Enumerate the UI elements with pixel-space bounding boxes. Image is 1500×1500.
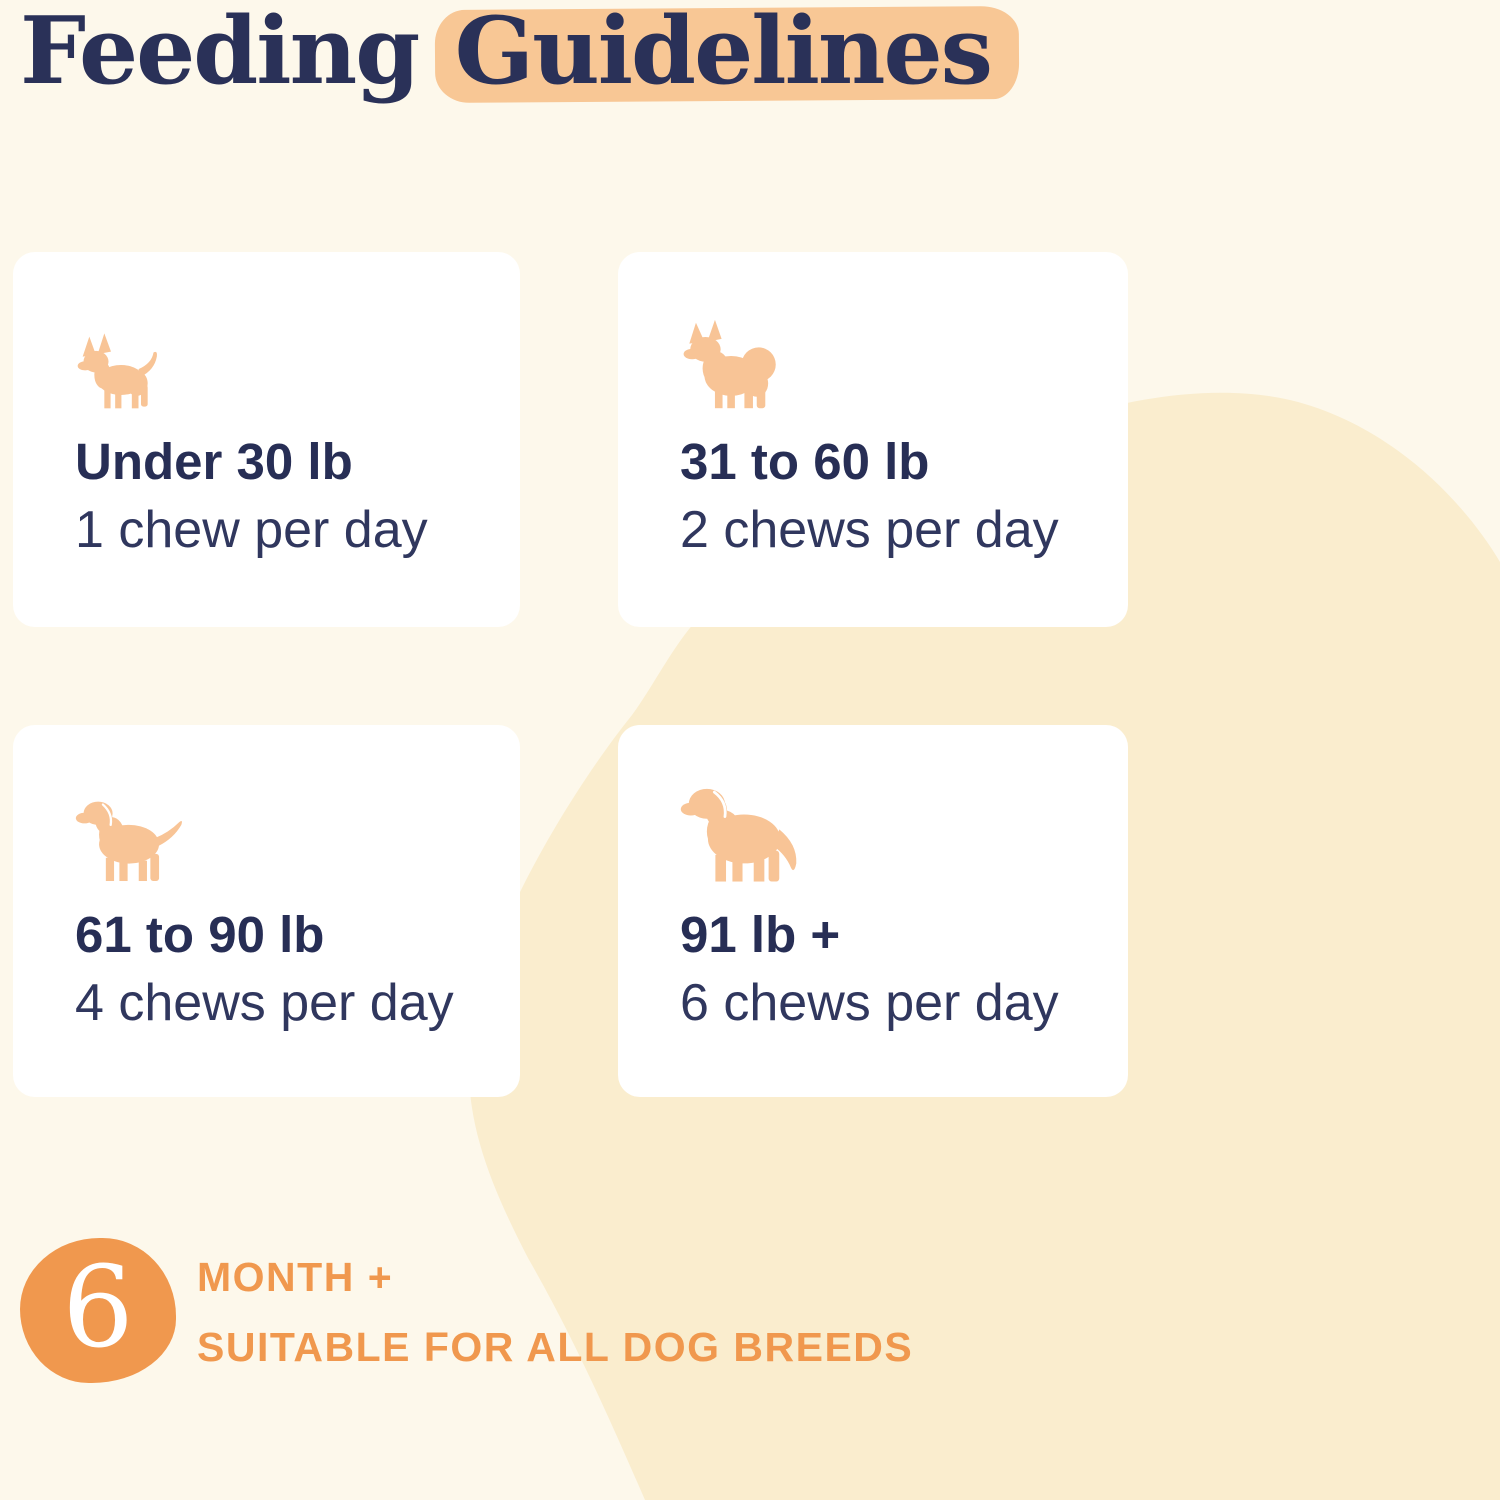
feeding-card-61-90lb: 61 to 90 lb 4 chews per day: [13, 725, 520, 1097]
feeding-card-91lb-plus: 91 lb + 6 chews per day: [618, 725, 1128, 1097]
dose-label: 2 chews per day: [680, 501, 1059, 559]
weight-label: 61 to 90 lb: [75, 906, 325, 963]
age-badge-number: 6: [62, 1242, 134, 1373]
title-word-feeding: Feeding: [20, 0, 420, 105]
chihuahua-icon: [71, 300, 171, 412]
dose-label: 1 chew per day: [75, 501, 428, 559]
weight-label: 31 to 60 lb: [680, 433, 930, 490]
feeding-card-under-30lb: Under 30 lb 1 chew per day: [13, 252, 520, 627]
shiba-icon: [676, 300, 790, 412]
weight-label: 91 lb +: [680, 906, 841, 963]
title-word-guidelines-highlighted: Guidelines: [449, 0, 997, 105]
age-badge: 6: [20, 1238, 176, 1383]
age-note-line2: SUITABLE FOR ALL DOG BREEDS: [197, 1324, 914, 1371]
dose-label: 4 chews per day: [75, 974, 454, 1032]
feeding-card-31-60lb: 31 to 60 lb 2 chews per day: [618, 252, 1128, 627]
page-title: Feeding Guidelines: [20, 0, 997, 105]
weight-label: Under 30 lb: [75, 433, 353, 490]
age-note-line1: MONTH +: [197, 1254, 394, 1300]
labrador-icon: [71, 773, 191, 885]
saint-bernard-icon: [676, 773, 808, 885]
dose-label: 6 chews per day: [680, 974, 1059, 1032]
age-note: MONTH + SUITABLE FOR ALL DOG BREEDS: [197, 1252, 913, 1372]
